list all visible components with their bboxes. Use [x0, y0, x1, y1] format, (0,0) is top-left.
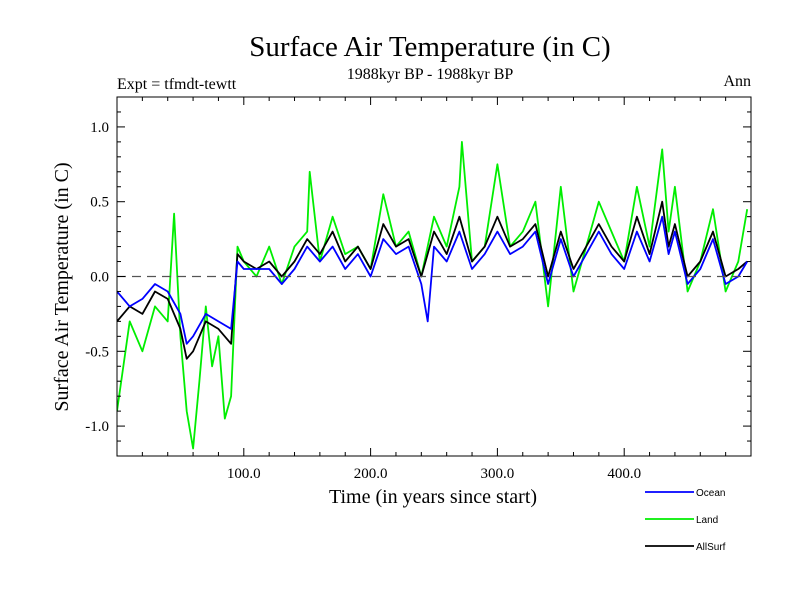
- ticks-layer: 100.0 200.0 300.0 400.0 1.0 0.5 0.0 -0.5 -1.0: [85, 97, 751, 482]
- y-tick-label: -0.5: [85, 344, 109, 360]
- y-tick-label: 1.0: [90, 120, 109, 136]
- x-axis-label: Time (in years since start): [329, 486, 537, 508]
- y-tick-label: 0.0: [90, 270, 109, 286]
- y-axis-label: Surface Air Temperature (in C): [51, 162, 73, 411]
- x-tick-label: 100.0: [227, 466, 261, 482]
- x-tick-label: 200.0: [354, 466, 388, 482]
- series-layer: [117, 140, 749, 450]
- y-tick-label: -1.0: [85, 419, 109, 435]
- season-label: Ann: [723, 73, 751, 90]
- x-tick-label: 300.0: [481, 466, 515, 482]
- legend: Ocean Land AllSurf: [645, 488, 726, 553]
- experiment-label: Expt = tfmdt-tewtt: [117, 76, 237, 93]
- chart-title: Surface Air Temperature (in C): [249, 31, 610, 63]
- y-tick-label: 0.5: [90, 195, 109, 211]
- legend-label-allsurf: AllSurf: [696, 542, 726, 553]
- legend-label-land: Land: [696, 515, 718, 526]
- series-line-ocean: [117, 215, 748, 345]
- x-tick-label: 400.0: [607, 466, 641, 482]
- series-line-allsurf: [117, 200, 748, 360]
- chart-subtitle: 1988kyr BP - 1988kyr BP: [347, 66, 514, 83]
- legend-label-ocean: Ocean: [696, 488, 725, 499]
- series-line-land: [117, 140, 749, 450]
